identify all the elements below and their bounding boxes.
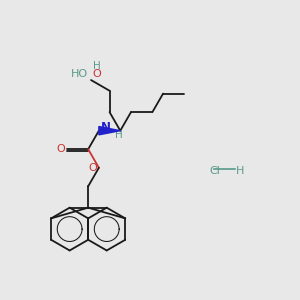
Text: HO: HO (71, 69, 88, 79)
Text: H: H (115, 130, 123, 140)
Text: O: O (88, 163, 98, 173)
Text: H: H (236, 166, 244, 176)
Text: O: O (56, 144, 65, 154)
Text: O: O (92, 69, 101, 79)
Polygon shape (99, 127, 120, 135)
Text: N: N (101, 121, 111, 134)
Text: H: H (92, 61, 100, 71)
Text: Cl: Cl (209, 166, 220, 176)
